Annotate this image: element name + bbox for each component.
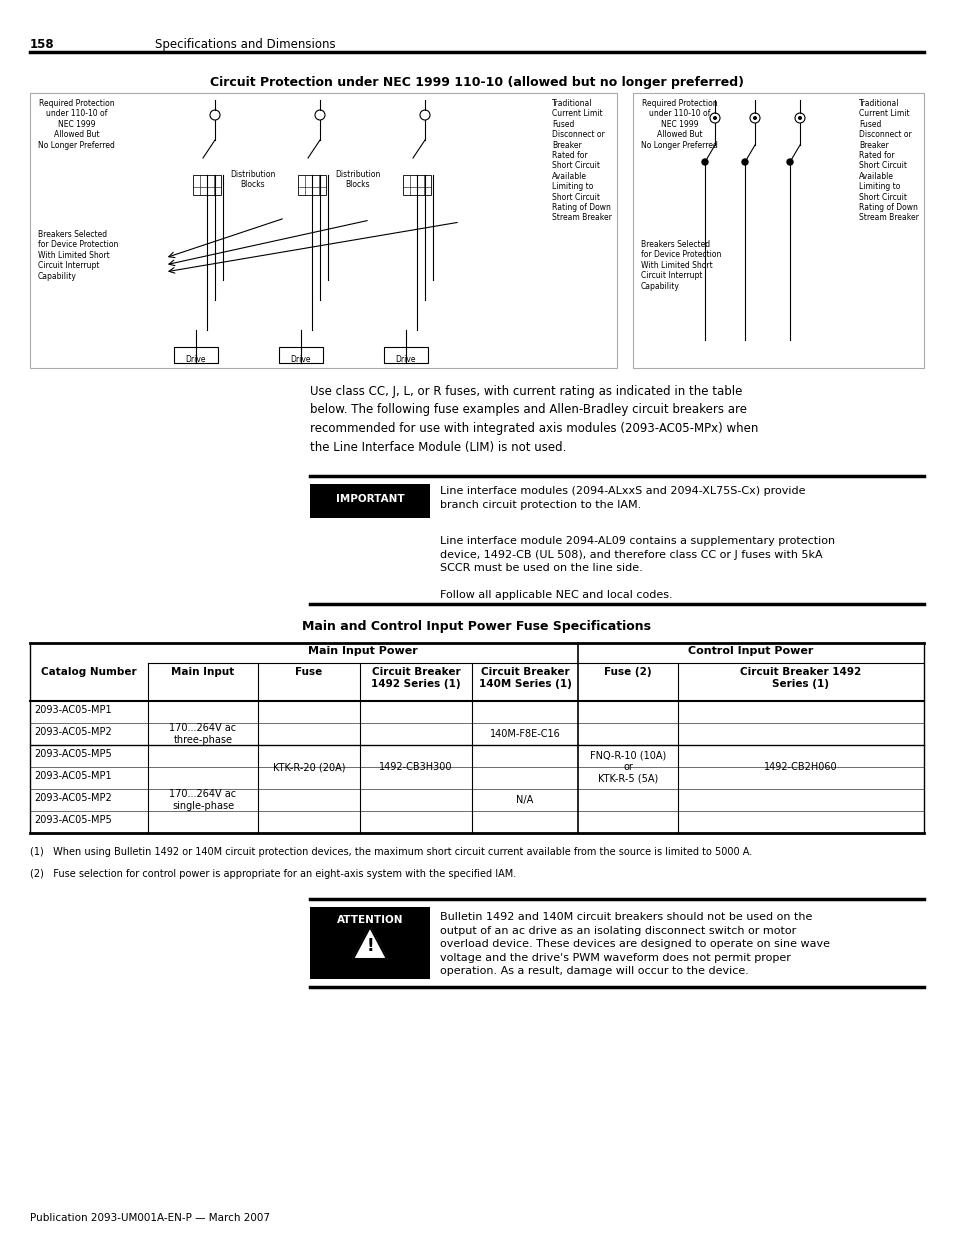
Bar bbox=[297, 175, 326, 195]
Circle shape bbox=[741, 159, 747, 165]
Text: Circuit Breaker 1492
Series (1): Circuit Breaker 1492 Series (1) bbox=[740, 667, 861, 689]
Circle shape bbox=[752, 116, 757, 120]
Text: Circuit Protection under NEC 1999 110-10 (allowed but no longer preferred): Circuit Protection under NEC 1999 110-10… bbox=[210, 77, 743, 89]
Text: Control Input Power: Control Input Power bbox=[688, 646, 813, 656]
Text: Traditional
Current Limit
Fused
Disconnect or
Breaker
Rated for
Short Circuit
Av: Traditional Current Limit Fused Disconne… bbox=[859, 99, 918, 222]
Text: 140M-F8E-C16: 140M-F8E-C16 bbox=[489, 729, 559, 739]
Text: 1492-CB3H300: 1492-CB3H300 bbox=[379, 762, 453, 772]
Text: 2093-AC05-MP2: 2093-AC05-MP2 bbox=[34, 793, 112, 803]
Text: Required Protection
under 110-10 of
NEC 1999
Allowed But
No Longer Preferred: Required Protection under 110-10 of NEC … bbox=[640, 99, 717, 149]
Text: 2093-AC05-MP1: 2093-AC05-MP1 bbox=[34, 771, 112, 781]
Text: Distribution
Blocks: Distribution Blocks bbox=[335, 170, 380, 189]
Bar bbox=[633, 93, 923, 368]
Text: 2093-AC05-MP5: 2093-AC05-MP5 bbox=[34, 815, 112, 825]
Text: Line interface module 2094-AL09 contains a supplementary protection
device, 1492: Line interface module 2094-AL09 contains… bbox=[439, 536, 834, 573]
Text: Circuit Breaker
140M Series (1): Circuit Breaker 140M Series (1) bbox=[478, 667, 571, 689]
Bar bbox=[402, 175, 431, 195]
Bar bbox=[384, 347, 428, 363]
Text: Breakers Selected
for Device Protection
With Limited Short
Circuit Interrupt
Cap: Breakers Selected for Device Protection … bbox=[38, 230, 118, 280]
Text: KTK-R-20 (20A): KTK-R-20 (20A) bbox=[273, 762, 345, 772]
Bar bbox=[193, 175, 221, 195]
Bar bbox=[278, 347, 323, 363]
Text: Drive: Drive bbox=[186, 354, 206, 364]
Text: !: ! bbox=[366, 937, 374, 955]
Text: Drive: Drive bbox=[395, 354, 416, 364]
Polygon shape bbox=[353, 927, 387, 960]
Text: Line interface modules (2094-ALxxS and 2094-XL75S-Cx) provide
branch circuit pro: Line interface modules (2094-ALxxS and 2… bbox=[439, 487, 804, 510]
Text: N/A: N/A bbox=[516, 795, 533, 805]
Text: 170...264V ac
single-phase: 170...264V ac single-phase bbox=[170, 789, 236, 811]
Circle shape bbox=[786, 159, 792, 165]
Text: Fuse (2): Fuse (2) bbox=[603, 667, 651, 677]
Text: Follow all applicable NEC and local codes.: Follow all applicable NEC and local code… bbox=[439, 590, 672, 600]
Text: Specifications and Dimensions: Specifications and Dimensions bbox=[154, 38, 335, 51]
Circle shape bbox=[701, 159, 707, 165]
Text: 158: 158 bbox=[30, 38, 54, 51]
Text: (1)   When using Bulletin 1492 or 140M circuit protection devices, the maximum s: (1) When using Bulletin 1492 or 140M cir… bbox=[30, 847, 752, 857]
Text: Main and Control Input Power Fuse Specifications: Main and Control Input Power Fuse Specif… bbox=[302, 620, 651, 634]
Text: 1492-CB2H060: 1492-CB2H060 bbox=[763, 762, 837, 772]
Bar bbox=[30, 93, 617, 368]
Text: Distribution
Blocks: Distribution Blocks bbox=[230, 170, 275, 189]
Text: (2)   Fuse selection for control power is appropriate for an eight-axis system w: (2) Fuse selection for control power is … bbox=[30, 869, 516, 879]
Bar bbox=[173, 347, 218, 363]
Text: Breakers Selected
for Device Protection
With Limited Short
Circuit Interrupt
Cap: Breakers Selected for Device Protection … bbox=[640, 240, 720, 290]
Text: Drive: Drive bbox=[291, 354, 311, 364]
Text: Publication 2093-UM001A-EN-P — March 2007: Publication 2093-UM001A-EN-P — March 200… bbox=[30, 1213, 270, 1223]
Text: Main Input: Main Input bbox=[172, 667, 234, 677]
Text: 2093-AC05-MP5: 2093-AC05-MP5 bbox=[34, 748, 112, 760]
Text: ATTENTION: ATTENTION bbox=[336, 915, 403, 925]
Text: 2093-AC05-MP2: 2093-AC05-MP2 bbox=[34, 727, 112, 737]
Bar bbox=[310, 906, 430, 979]
Text: Circuit Breaker
1492 Series (1): Circuit Breaker 1492 Series (1) bbox=[371, 667, 460, 689]
Text: Required Protection
under 110-10 of
NEC 1999
Allowed But
No Longer Preferred: Required Protection under 110-10 of NEC … bbox=[38, 99, 114, 149]
Text: Bulletin 1492 and 140M circuit breakers should not be used on the
output of an a: Bulletin 1492 and 140M circuit breakers … bbox=[439, 911, 829, 977]
Bar bbox=[310, 484, 430, 517]
Text: 170...264V ac
three-phase: 170...264V ac three-phase bbox=[170, 724, 236, 745]
Text: Fuse: Fuse bbox=[295, 667, 322, 677]
Text: Main Input Power: Main Input Power bbox=[308, 646, 417, 656]
Text: FNQ-R-10 (10A)
or
KTK-R-5 (5A): FNQ-R-10 (10A) or KTK-R-5 (5A) bbox=[589, 751, 665, 783]
Text: Traditional
Current Limit
Fused
Disconnect or
Breaker
Rated for
Short Circuit
Av: Traditional Current Limit Fused Disconne… bbox=[552, 99, 612, 222]
Text: 2093-AC05-MP1: 2093-AC05-MP1 bbox=[34, 705, 112, 715]
Circle shape bbox=[712, 116, 717, 120]
Text: IMPORTANT: IMPORTANT bbox=[335, 494, 404, 504]
Circle shape bbox=[797, 116, 801, 120]
Text: Use class CC, J, L, or R fuses, with current rating as indicated in the table
be: Use class CC, J, L, or R fuses, with cur… bbox=[310, 385, 758, 453]
Text: Catalog Number: Catalog Number bbox=[41, 667, 136, 677]
